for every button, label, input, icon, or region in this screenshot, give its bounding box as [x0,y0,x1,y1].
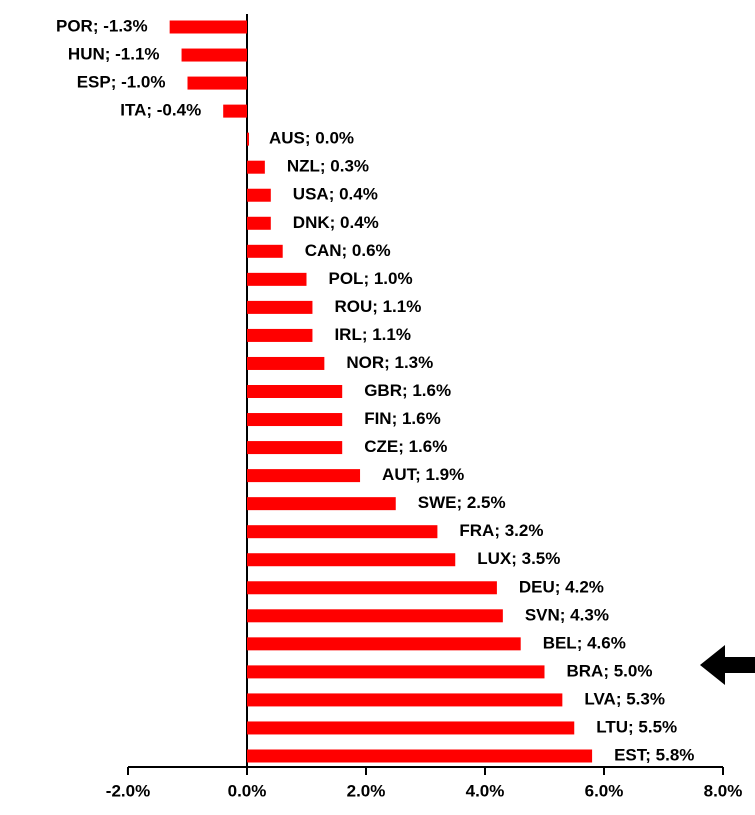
data-label: ESP; -1.0% [77,73,166,92]
bar [223,104,247,118]
data-label: LTU; 5.5% [596,717,677,736]
bar [247,413,343,427]
data-label: ITA; -0.4% [120,101,201,120]
data-label: AUT; 1.9% [382,465,464,484]
bar [247,188,271,202]
bar [247,553,456,567]
data-label: ROU; 1.1% [334,297,421,316]
data-label: LVA; 5.3% [584,689,665,708]
data-label: IRL; 1.1% [334,325,411,344]
x-tick-label: 4.0% [466,781,505,800]
bar [169,20,247,34]
x-tick-label: -2.0% [106,781,150,800]
bar [247,609,503,623]
data-label: NOR; 1.3% [346,353,433,372]
data-label: DNK; 0.4% [293,213,379,232]
data-label: BRA; 5.0% [567,661,653,680]
data-label: AUS; 0.0% [269,129,354,148]
data-label: HUN; -1.1% [68,45,160,64]
bar [247,665,545,679]
bar [247,469,361,483]
bar [247,693,563,707]
x-tick-label: 8.0% [704,781,743,800]
x-tick-label: 6.0% [585,781,624,800]
bar [247,132,249,146]
bar [187,76,247,90]
bar [247,385,343,398]
bar [247,441,343,455]
bar [181,48,247,62]
bar [247,244,283,258]
bar [247,749,593,763]
data-label: CAN; 0.6% [305,241,391,260]
x-tick-label: 0.0% [228,781,267,800]
data-label: EST; 5.8% [614,745,694,764]
bar [247,356,325,370]
data-label: BEL; 4.6% [543,633,626,652]
bar [247,525,438,539]
bar [247,637,521,651]
bar [247,328,313,342]
bar [247,300,313,314]
bar [247,160,265,174]
bar [247,216,271,230]
data-label: FRA; 3.2% [459,521,543,540]
arrow-icon [700,645,755,685]
data-label: DEU; 4.2% [519,577,604,596]
data-label: SVN; 4.3% [525,605,609,624]
x-tick-label: 2.0% [347,781,386,800]
data-label: GBR; 1.6% [364,381,451,400]
bar [247,497,396,511]
bar [247,581,497,595]
data-label: LUX; 3.5% [477,549,560,568]
data-label: SWE; 2.5% [418,493,506,512]
data-label: FIN; 1.6% [364,409,441,428]
data-label: CZE; 1.6% [364,437,447,456]
data-label: USA; 0.4% [293,185,378,204]
data-label: POR; -1.3% [56,16,148,35]
data-label: POL; 1.0% [329,269,413,288]
bar [247,272,307,286]
bar [247,721,575,735]
data-label: NZL; 0.3% [287,157,369,176]
